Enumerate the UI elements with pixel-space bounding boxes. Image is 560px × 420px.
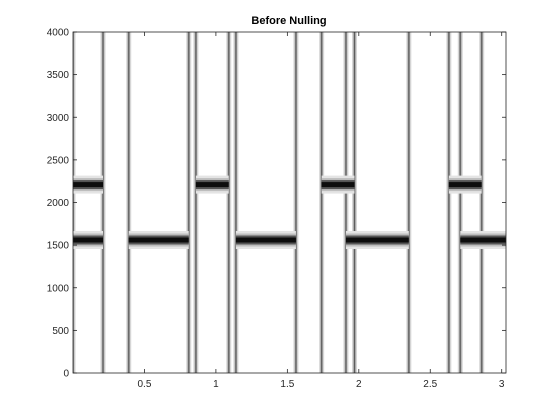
plot-background — [73, 32, 506, 373]
tone-band-6-0 — [448, 182, 482, 188]
transient-core-2 — [128, 32, 130, 373]
transient-core-13 — [459, 32, 461, 373]
tone-band-3-0 — [235, 237, 296, 243]
tone-band-7-0 — [460, 237, 506, 243]
transient-core-8 — [321, 32, 323, 373]
y-tick-label-6: 3000 — [47, 113, 70, 124]
x-tick-label-5: 3 — [499, 379, 505, 390]
tone-band-0-1 — [73, 182, 104, 188]
tone-band-2-0 — [195, 182, 229, 188]
y-tick-label-2: 1000 — [47, 283, 70, 294]
tone-band-0-0 — [73, 237, 104, 243]
x-tick-label-1: 1 — [213, 379, 219, 390]
chart-title: Before Nulling — [251, 15, 326, 27]
plot-area — [73, 32, 506, 373]
transient-core-4 — [195, 32, 197, 373]
transient-core-14 — [481, 32, 483, 373]
transient-core-3 — [188, 32, 190, 373]
transient-core-12 — [448, 32, 450, 373]
y-tick-label-4: 2000 — [47, 198, 70, 209]
y-tick-label-7: 3500 — [47, 70, 70, 81]
transient-core-10 — [354, 32, 356, 373]
axes: 0.5 1 1.5 2 2.5 3 0 500 1000 1500 2000 2500 3000 3500… — [47, 28, 507, 390]
x-tick-label-2: 1.5 — [280, 379, 294, 390]
y-tick-label-1: 500 — [52, 326, 69, 337]
y-tick-label-8: 4000 — [47, 28, 70, 39]
x-tick-label-4: 2.5 — [423, 379, 437, 390]
x-tick-label-0: 0.5 — [137, 379, 151, 390]
x-tick-label-3: 2 — [356, 379, 362, 390]
transient-core-11 — [408, 32, 410, 373]
y-tick-label-3: 1500 — [47, 241, 70, 252]
tone-band-1-0 — [128, 237, 189, 243]
y-tick-label-5: 2500 — [47, 155, 70, 166]
spectrogram-image — [73, 32, 506, 373]
transient-core-1 — [102, 32, 104, 373]
y-tick-label-0: 0 — [63, 369, 69, 380]
transient-core-9 — [345, 32, 347, 373]
transient-core-5 — [228, 32, 230, 373]
transient-core-7 — [295, 32, 297, 373]
transient-core-6 — [235, 32, 237, 373]
tone-band-5-0 — [345, 237, 409, 243]
tone-band-4-0 — [321, 182, 355, 188]
